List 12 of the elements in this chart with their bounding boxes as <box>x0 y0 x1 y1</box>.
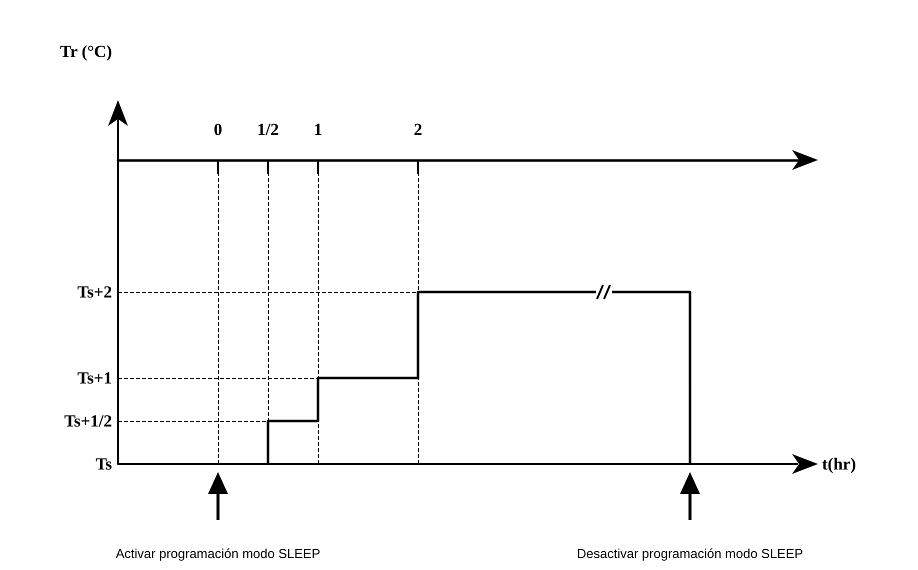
x-axis-title: t(hr) <box>822 454 856 474</box>
ref-line-label: Ts+1/2 <box>64 412 112 430</box>
text: Desactivar programación modo SLEEP <box>576 546 804 561</box>
x-tick-label: 0 <box>214 120 222 139</box>
ref-line-label: Ts+1 <box>77 368 112 388</box>
x-tick-label: 1 <box>314 120 322 139</box>
x-tick-label: 1/2 <box>257 120 279 139</box>
text: Activar programación modo SLEEP <box>116 546 320 561</box>
x-tick-label: 2 <box>414 120 422 139</box>
ref-line-label: Ts+2 <box>77 282 112 302</box>
ref-line-label: Ts <box>96 454 112 474</box>
y-axis-title: Tr (°C) <box>60 42 112 61</box>
